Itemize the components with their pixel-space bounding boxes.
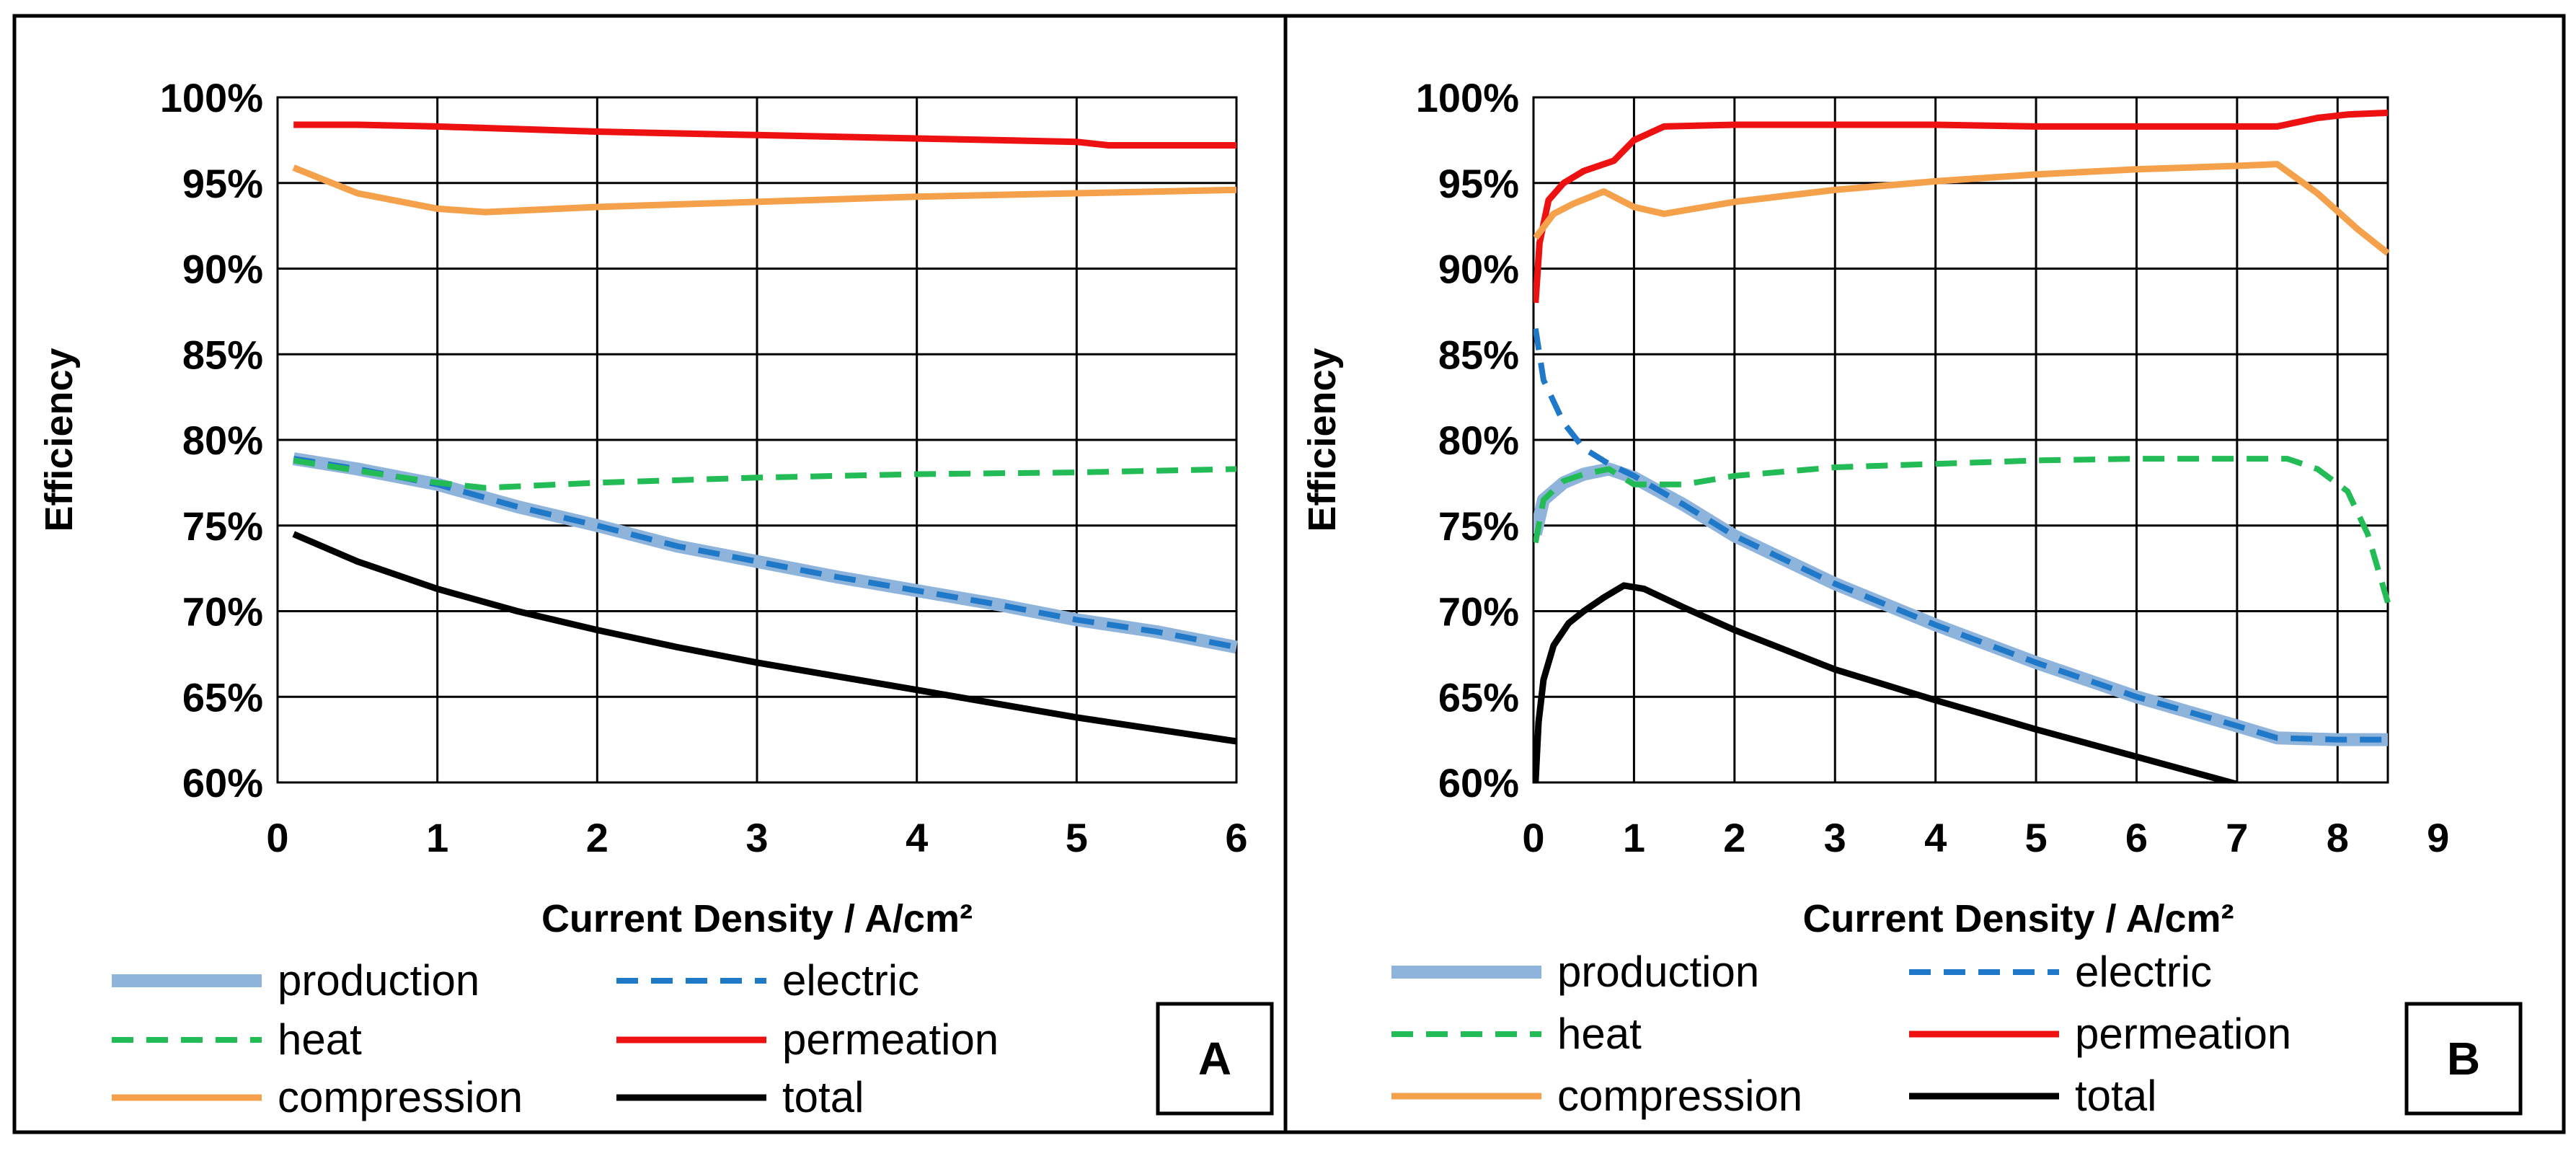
panel-b-frame	[1283, 14, 2566, 1134]
y-tick-label: 65%	[1438, 674, 1519, 720]
x-tick-label: 1	[1623, 815, 1645, 860]
y-tick-label: 75%	[1438, 503, 1519, 549]
x-tick-label: 4	[1924, 815, 1947, 860]
x-tick-label: 6	[2125, 815, 2148, 860]
gridlines	[1532, 96, 2389, 784]
series-line-compression	[292, 164, 1237, 216]
x-tick-label: 9	[2427, 815, 2449, 860]
x-tick-label: 6	[1225, 815, 1247, 860]
series-line-heat	[1533, 456, 2391, 604]
y-axis-title: Efficiency	[1301, 348, 1344, 531]
legend-label-production: production	[1557, 948, 1759, 996]
panel-label-box	[1156, 1002, 1274, 1116]
legend: production electric heat permeation compress…	[112, 956, 999, 1121]
legend-label-electric: electric	[782, 956, 919, 1005]
x-tick-label: 5	[2024, 815, 2047, 860]
legend-label-permeation: permeation	[782, 1015, 999, 1064]
legend-label-heat: heat	[1557, 1010, 1642, 1058]
legend-label-permeation: permeation	[2075, 1010, 2291, 1058]
y-tick-label: 100%	[160, 75, 263, 120]
x-tick-label: 8	[2327, 815, 2349, 860]
x-tick-label: 7	[2226, 815, 2248, 860]
y-tick-label: 75%	[182, 503, 263, 549]
series-line-electric	[1533, 327, 2388, 743]
y-axis-title: Efficiency	[37, 348, 81, 531]
y-tick-label: 70%	[1438, 589, 1519, 635]
series-line-heat	[293, 457, 1237, 491]
series-line-compression	[1533, 161, 2390, 256]
x-tick-label: 4	[906, 815, 928, 860]
panel-label: B	[2447, 1033, 2480, 1085]
y-tick-label: 80%	[1438, 418, 1519, 463]
y-tick-label: 60%	[182, 760, 263, 806]
chart-panel-a: 60% 65% 70% 75% 80% 85% 90% 95% 100% 0 1 2 3 4 5 6 Curre…	[37, 75, 1274, 1121]
legend-label-compression: compression	[278, 1073, 523, 1121]
y-tick-label: 95%	[182, 161, 263, 206]
legend-label-compression: compression	[1557, 1072, 1802, 1120]
x-tick-label: 0	[1522, 815, 1544, 860]
x-tick-label: 3	[1824, 815, 1846, 860]
legend-label-heat: heat	[278, 1015, 362, 1064]
legend: production electric heat permeation compress…	[1391, 948, 2291, 1120]
y-tick-label: 80%	[182, 418, 263, 463]
x-tick-label: 1	[426, 815, 448, 860]
y-tick-label: 95%	[1438, 161, 1519, 206]
legend-label-total: total	[782, 1073, 864, 1121]
y-tick-label: 85%	[1438, 332, 1519, 377]
y-tick-label: 90%	[182, 247, 263, 292]
x-axis-title: Current Density / A/cm²	[541, 897, 973, 940]
x-tick-label: 2	[586, 815, 608, 860]
legend-label-total: total	[2075, 1072, 2156, 1120]
plot-area-border	[276, 96, 1238, 784]
y-tick-label: 70%	[182, 589, 263, 635]
legend-label-electric: electric	[2075, 948, 2212, 996]
series-group	[1533, 109, 2391, 782]
series-line-permeation	[1533, 109, 2389, 304]
x-tick-label: 5	[1066, 815, 1088, 860]
y-tick-label: 65%	[182, 674, 263, 720]
x-tick-label: 2	[1723, 815, 1745, 860]
series-line-total	[292, 531, 1237, 745]
panel-label-box	[2404, 1002, 2523, 1116]
x-axis-title: Current Density / A/cm²	[1802, 897, 2234, 940]
y-tick-label: 60%	[1438, 760, 1519, 806]
y-tick-label: 90%	[1438, 247, 1519, 292]
gridlines	[276, 96, 1238, 784]
chart-panel-b: 60% 65% 70% 75% 80% 85% 90% 95% 100% 0 1 2 3 4 5 6 7 8 9 Cu…	[1301, 75, 2523, 1120]
plot-area-border	[1532, 96, 2389, 784]
legend-label-production: production	[278, 956, 479, 1005]
x-tick-label: 0	[266, 815, 288, 860]
series-group	[292, 121, 1238, 745]
x-tick-label: 3	[745, 815, 768, 860]
y-tick-label: 100%	[1416, 75, 1519, 120]
series-line-total	[1533, 582, 2239, 782]
series-line-permeation	[293, 121, 1236, 149]
panel-label: A	[1198, 1033, 1231, 1085]
y-tick-label: 85%	[182, 332, 263, 377]
